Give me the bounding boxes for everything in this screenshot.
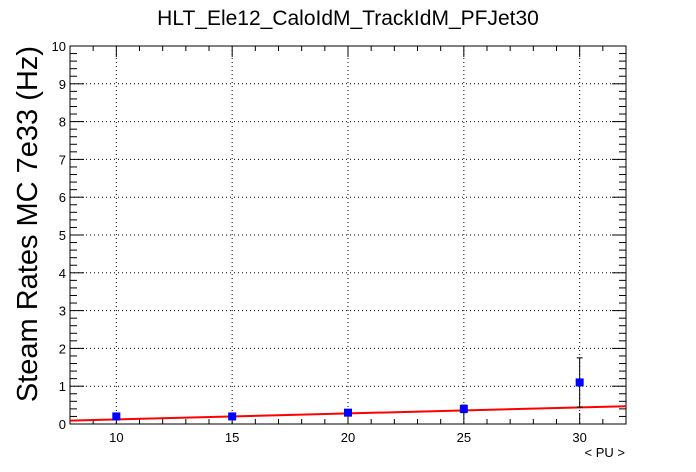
y-tick-label: 0 — [59, 417, 66, 432]
y-tick-label: 7 — [59, 152, 66, 167]
x-tick-label: 20 — [341, 430, 355, 445]
data-point — [112, 412, 121, 421]
y-tick-label: 3 — [59, 304, 66, 319]
y-tick-label: 5 — [59, 228, 66, 243]
y-tick-label: 8 — [59, 115, 66, 130]
y-tick-label: 4 — [59, 266, 66, 281]
data-point — [228, 412, 237, 421]
y-tick-label: 1 — [59, 379, 66, 394]
y-tick-label: 6 — [59, 190, 66, 205]
y-axis-label: Steam Rates MC 7e33 (Hz) — [12, 46, 44, 402]
chart-title: HLT_Ele12_CaloIdM_TrackIdM_PFJet30 — [157, 7, 539, 30]
x-axis-label: < PU > — [585, 445, 625, 460]
data-point — [575, 378, 584, 387]
x-tick-label: 25 — [457, 430, 471, 445]
x-tick-label: 10 — [109, 430, 123, 445]
y-tick-label: 10 — [52, 39, 66, 54]
data-point — [344, 408, 352, 417]
axes: 10 15 20 25 30 0 1 2 3 4 5 6 7 8 9 10 — [52, 39, 627, 445]
grid — [70, 46, 626, 424]
data-points-layer — [112, 357, 584, 421]
y-tick-label: 2 — [59, 341, 66, 356]
y-tick-label: 9 — [59, 77, 66, 92]
x-tick-label: 15 — [225, 430, 239, 445]
data-point — [459, 404, 468, 413]
x-tick-label: 30 — [572, 430, 586, 445]
